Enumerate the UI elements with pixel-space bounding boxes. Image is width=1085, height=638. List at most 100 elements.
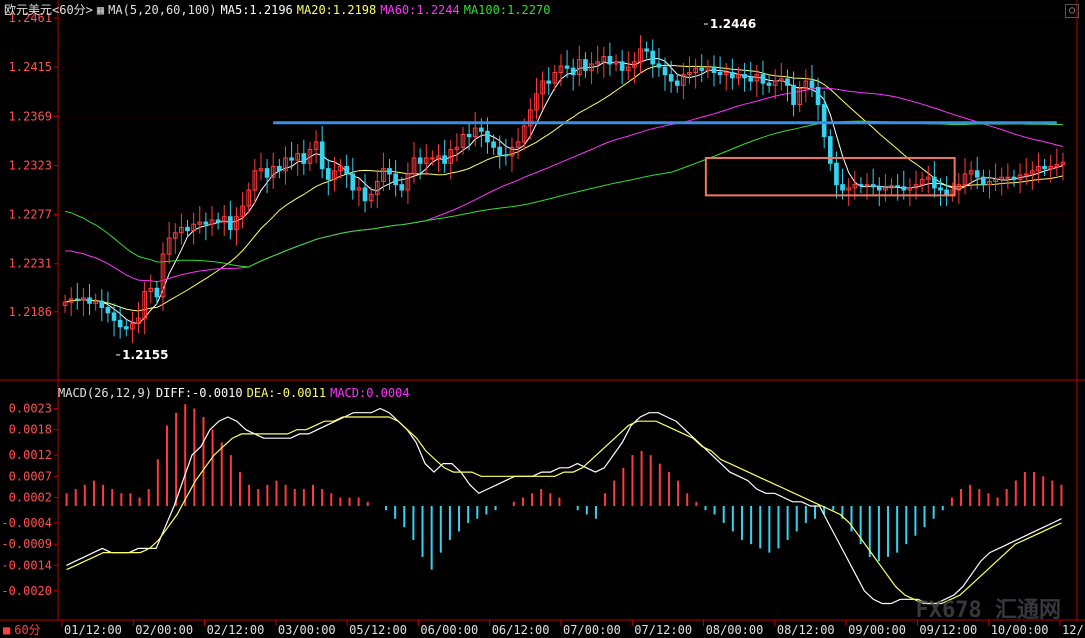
time-tick-label: 06/12:00 bbox=[492, 623, 550, 637]
macd-tick-label: 0.0007 bbox=[9, 469, 52, 483]
time-tick-label: 05/12:00 bbox=[349, 623, 407, 637]
candle-body bbox=[99, 300, 105, 309]
dea-line bbox=[66, 416, 1062, 605]
time-tick-label: 08/00:00 bbox=[706, 623, 764, 637]
candle-body bbox=[889, 185, 894, 189]
price-panel: 1.2446 1.2155 bbox=[62, 17, 1066, 362]
price-tick-label: 1.2323 bbox=[9, 158, 52, 172]
candle-body bbox=[999, 176, 1005, 180]
candle-body bbox=[246, 189, 252, 207]
candle-body bbox=[711, 66, 717, 73]
candle-body bbox=[619, 61, 625, 71]
candle-body bbox=[662, 66, 668, 76]
candle-body bbox=[166, 237, 172, 255]
candle-body bbox=[472, 127, 478, 138]
macd-panel bbox=[65, 404, 1063, 605]
macd-params: MACD(26,12,9) bbox=[58, 386, 152, 400]
extreme-annotation: 1.2446 bbox=[710, 17, 756, 31]
candle-body bbox=[1005, 176, 1011, 179]
time-tick-label: 07/12:00 bbox=[634, 623, 692, 637]
candle-body bbox=[925, 176, 931, 180]
ma100-line bbox=[64, 120, 1063, 268]
candle-body bbox=[276, 166, 282, 172]
candle-body bbox=[258, 168, 264, 172]
candle-body bbox=[111, 312, 117, 321]
candle-body bbox=[1060, 161, 1066, 165]
candle-body bbox=[981, 176, 986, 186]
candle-body bbox=[393, 173, 398, 186]
candle-body bbox=[209, 219, 215, 225]
candle-body bbox=[717, 71, 723, 76]
candle-body bbox=[570, 67, 576, 76]
candle-body bbox=[466, 133, 472, 138]
candle-body bbox=[362, 187, 368, 202]
watermark-logo: FX678 汇通网 bbox=[915, 598, 1061, 623]
candle-body bbox=[405, 173, 411, 191]
candle-body bbox=[1029, 170, 1035, 175]
ma60-line bbox=[65, 87, 1064, 283]
candle-body bbox=[876, 186, 882, 191]
candle-body bbox=[864, 184, 870, 187]
candle-body bbox=[852, 184, 858, 189]
candle-body bbox=[148, 287, 154, 293]
candle-body bbox=[179, 226, 184, 234]
candle-body bbox=[938, 187, 943, 191]
candle-body bbox=[344, 166, 350, 175]
time-tick-label: 01/12:00 bbox=[64, 623, 122, 637]
close-icon[interactable]: ○ bbox=[1065, 4, 1079, 18]
candle-body bbox=[583, 59, 588, 71]
candle-body bbox=[589, 63, 594, 71]
candle-body bbox=[638, 48, 643, 63]
time-tick-label: 09/12:00 bbox=[919, 623, 977, 637]
candle-body bbox=[785, 78, 790, 86]
candle-body bbox=[932, 176, 937, 189]
candle-body bbox=[448, 148, 454, 164]
macd-tick-label: -0.0009 bbox=[1, 537, 52, 551]
price-tick-label: 1.2415 bbox=[9, 60, 52, 74]
candle-body bbox=[430, 157, 435, 160]
time-tick-label: 02/12:00 bbox=[207, 623, 265, 637]
candle-body bbox=[858, 184, 864, 187]
candle-body bbox=[203, 221, 209, 225]
period-dot-icon: ■ bbox=[3, 623, 11, 637]
ma100-value: MA100:1.2270 bbox=[463, 3, 551, 17]
candle-body bbox=[962, 173, 968, 186]
candle-body bbox=[356, 187, 362, 191]
candle-body bbox=[919, 178, 925, 186]
macd-tick-label: -0.0014 bbox=[1, 558, 52, 572]
time-tick-label: 07/00:00 bbox=[563, 623, 621, 637]
candle-body bbox=[130, 323, 135, 330]
candle-body bbox=[154, 287, 160, 298]
candle-body bbox=[374, 180, 380, 195]
period-label[interactable]: ■ 60分 bbox=[3, 621, 45, 638]
candle-body bbox=[632, 61, 637, 68]
candle-body bbox=[656, 63, 662, 68]
candle-body bbox=[723, 71, 729, 76]
time-tick-label: 09/00:00 bbox=[848, 623, 906, 637]
price-legend: 欧元美元<60分> ▦ MA(5,20,60,100) MA5:1.2196 MA20:… bbox=[4, 1, 554, 18]
candle-body bbox=[81, 297, 86, 301]
candle-body bbox=[234, 216, 239, 231]
candle-body bbox=[705, 66, 711, 71]
candle-body bbox=[987, 180, 992, 186]
candle-body bbox=[840, 184, 845, 191]
ma-params: MA(5,20,60,100) bbox=[108, 3, 217, 17]
candle-body bbox=[534, 93, 539, 111]
candle-body bbox=[748, 77, 754, 82]
candle-body bbox=[270, 166, 276, 178]
ma20-value: MA20:1.2198 bbox=[296, 3, 377, 17]
candle-body bbox=[613, 61, 619, 65]
candle-body bbox=[913, 184, 919, 189]
candle-body bbox=[191, 223, 196, 232]
candle-body bbox=[552, 71, 558, 84]
time-tick-label: 06/00:00 bbox=[420, 623, 478, 637]
candle-body bbox=[74, 298, 80, 301]
candle-body bbox=[136, 317, 141, 325]
extreme-annotation: 1.2155 bbox=[122, 348, 168, 362]
candle-body bbox=[423, 157, 429, 164]
candle-body bbox=[644, 48, 649, 52]
candle-body bbox=[509, 146, 515, 157]
candle-body bbox=[160, 253, 166, 298]
symbol-label: 欧元美元<60分> bbox=[4, 3, 93, 17]
